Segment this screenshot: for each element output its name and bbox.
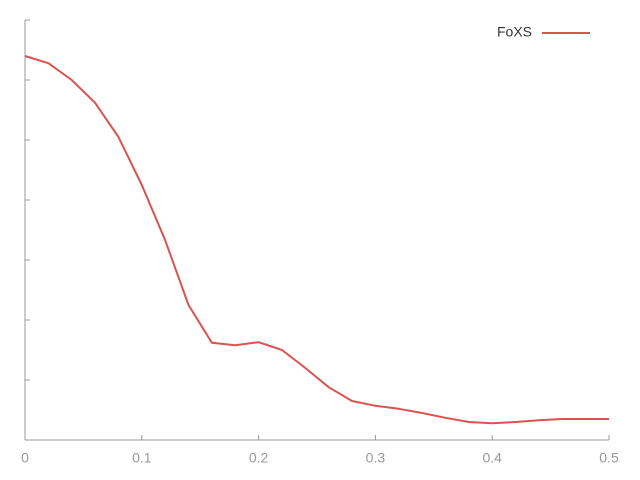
x-tick-label: 0.5 [599, 450, 619, 466]
x-tick-label: 0.3 [366, 450, 386, 466]
data-line [24, 55, 609, 425]
x-tick-label: 0.1 [132, 450, 152, 466]
legend-label: FoXS [497, 24, 532, 40]
x-tick-label: 0.4 [482, 450, 502, 466]
x-tick-label: 0 [21, 450, 29, 466]
x-tick-label: 0.2 [249, 450, 269, 466]
